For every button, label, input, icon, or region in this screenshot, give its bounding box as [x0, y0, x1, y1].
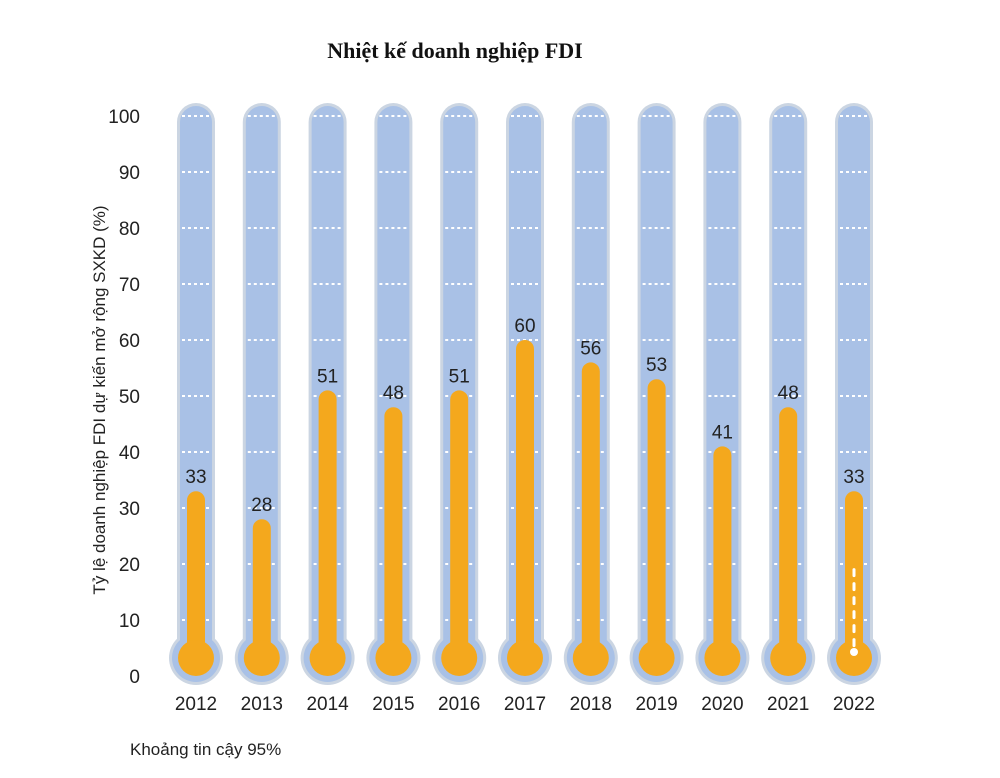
mercury-bulb: [441, 640, 478, 676]
y-tick-label: 100: [108, 107, 140, 128]
mercury-bulb: [507, 640, 543, 676]
x-tick-label: 2013: [241, 694, 283, 715]
data-label: 41: [712, 422, 733, 443]
data-label: 28: [251, 495, 272, 516]
mercury-bulb: [309, 640, 346, 676]
mercury-highlight-dot: [850, 648, 858, 656]
data-label: 51: [317, 366, 338, 387]
x-tick-label: 2018: [570, 694, 612, 715]
mercury-bulb: [178, 640, 214, 676]
mercury-bar: [713, 446, 732, 658]
y-tick-label: 10: [119, 611, 140, 632]
y-tick-label: 90: [119, 163, 140, 184]
mercury-bar: [581, 362, 600, 658]
x-tick-label: 2014: [306, 694, 349, 715]
y-tick-label: 30: [119, 499, 140, 520]
x-tick-label: 2016: [438, 694, 480, 715]
y-tick-label: 70: [119, 275, 140, 296]
y-tick-label: 50: [119, 387, 140, 408]
data-label: 51: [449, 366, 470, 387]
x-tick-label: 2022: [833, 694, 875, 715]
mercury-bar: [647, 379, 666, 658]
mercury-bulb: [638, 640, 675, 676]
data-label: 56: [580, 338, 601, 359]
mercury-bar: [450, 390, 469, 658]
data-label: 60: [514, 316, 535, 337]
mercury-bulb: [704, 640, 741, 676]
data-label: 33: [843, 467, 864, 488]
confidence-footnote: Khoảng tin cậy 95%: [130, 740, 282, 759]
x-tick-label: 2012: [175, 694, 217, 715]
data-label: 53: [646, 355, 667, 376]
mercury-bar: [252, 519, 271, 658]
mercury-bar: [779, 407, 798, 658]
mercury-bar: [318, 390, 337, 658]
mercury-bar: [384, 407, 403, 658]
chart-title: Nhiệt kế doanh nghiệp FDI: [327, 38, 583, 63]
thermometer-tube: [245, 106, 278, 658]
mercury-bar: [516, 340, 534, 658]
data-label: 33: [185, 467, 206, 488]
x-tick-label: 2015: [372, 694, 414, 715]
x-tick-label: 2017: [504, 694, 546, 715]
data-label: 48: [778, 383, 799, 404]
x-tick-label: 2020: [701, 694, 743, 715]
mercury-bulb: [770, 640, 807, 676]
y-tick-label: 60: [119, 331, 140, 352]
mercury-bulb: [836, 640, 872, 676]
x-tick-label: 2019: [635, 694, 677, 715]
y-tick-label: 40: [119, 443, 140, 464]
data-label: 48: [383, 383, 404, 404]
mercury-bulb: [375, 640, 412, 676]
mercury-bar: [187, 491, 205, 658]
y-tick-label: 20: [119, 555, 140, 576]
mercury-bulb: [243, 640, 280, 676]
mercury-bulb: [572, 640, 609, 676]
y-tick-label: 80: [119, 219, 140, 240]
x-tick-label: 2021: [767, 694, 809, 715]
y-tick-label: 0: [129, 667, 140, 688]
